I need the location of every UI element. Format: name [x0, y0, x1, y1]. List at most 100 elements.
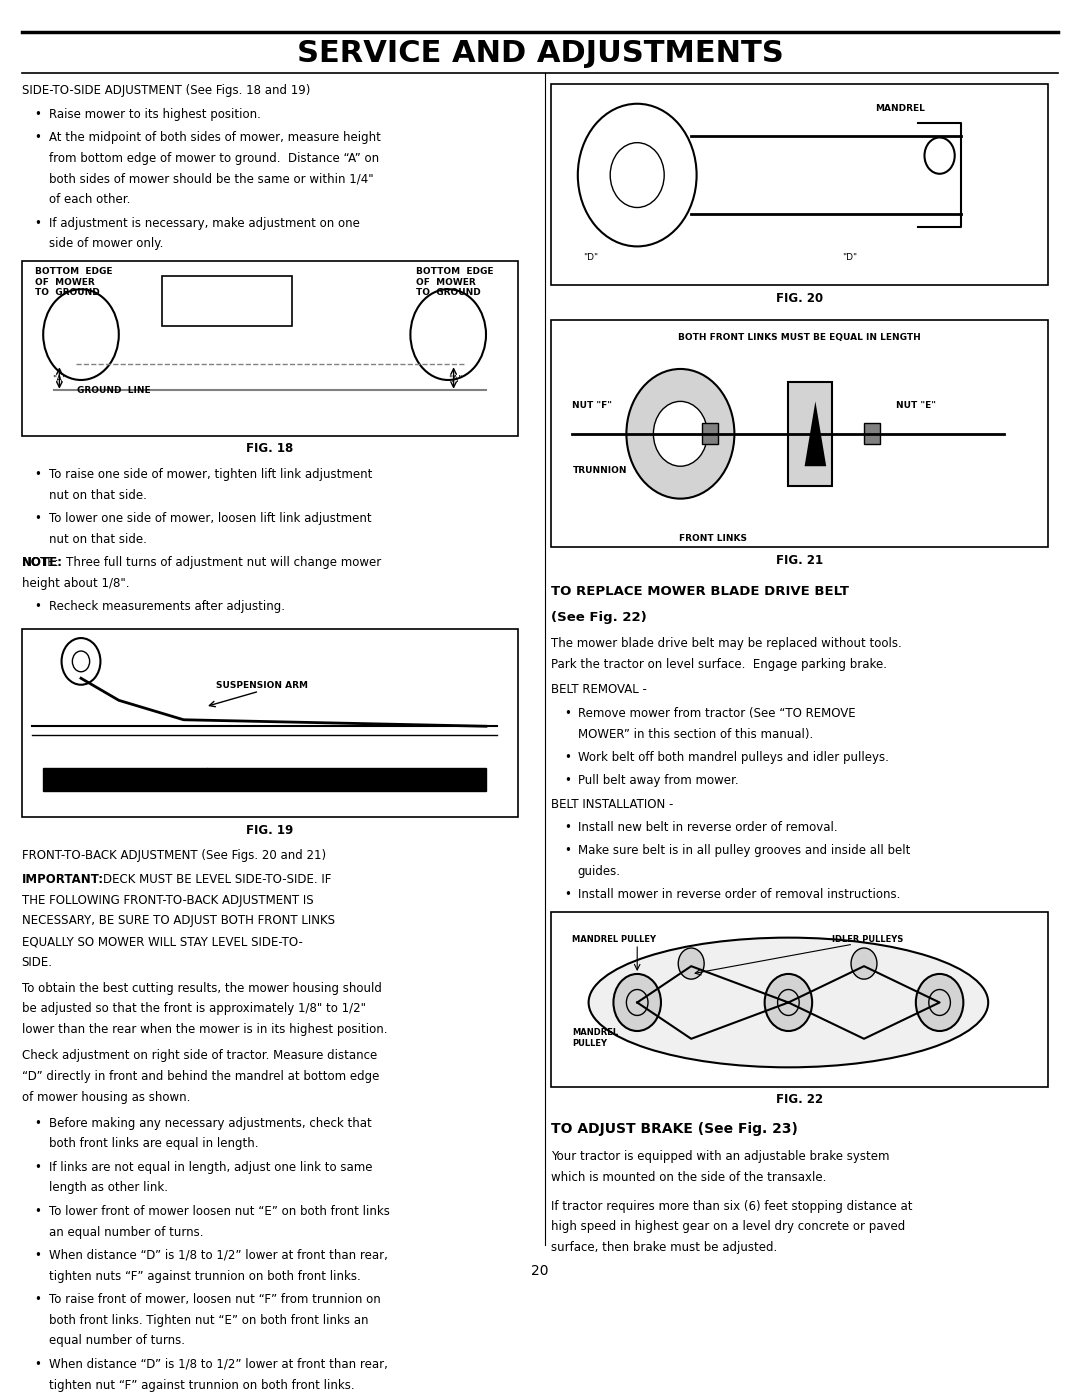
Text: •: • [35, 468, 41, 481]
Bar [551, 912, 1048, 1087]
Polygon shape [788, 381, 832, 486]
Text: side of mower only.: side of mower only. [49, 237, 163, 250]
Text: FRONT-TO-BACK ADJUSTMENT (See Figs. 20 and 21): FRONT-TO-BACK ADJUSTMENT (See Figs. 20 a… [22, 849, 326, 862]
Text: If tractor requires more than six (6) feet stopping distance at: If tractor requires more than six (6) fe… [551, 1200, 913, 1213]
Text: IMPORTANT:: IMPORTANT: [22, 873, 104, 886]
Text: both front links. Tighten nut “E” on both front links an: both front links. Tighten nut “E” on bot… [49, 1313, 368, 1327]
Text: Pull belt away from mower.: Pull belt away from mower. [578, 774, 739, 788]
Circle shape [765, 974, 812, 1031]
Text: NUT "E": NUT "E" [896, 401, 936, 411]
Bar [702, 423, 718, 444]
Text: be adjusted so that the front is approximately 1/8" to 1/2": be adjusted so that the front is approxi… [22, 1003, 366, 1016]
Circle shape [626, 369, 734, 499]
Text: "A": "A" [448, 374, 462, 384]
Text: BOTTOM  EDGE
OF  MOWER
TO  GROUND: BOTTOM EDGE OF MOWER TO GROUND [35, 267, 112, 298]
Text: To obtain the best cutting results, the mower housing should: To obtain the best cutting results, the … [22, 982, 381, 995]
Polygon shape [805, 401, 826, 467]
Text: nut on that side.: nut on that side. [49, 534, 147, 546]
Text: both sides of mower should be the same or within 1/4": both sides of mower should be the same o… [49, 172, 374, 186]
Text: Make sure belt is in all pulley grooves and inside all belt: Make sure belt is in all pulley grooves … [578, 844, 910, 858]
Text: lower than the rear when the mower is in its highest position.: lower than the rear when the mower is in… [22, 1023, 387, 1037]
Text: (See Fig. 22): (See Fig. 22) [551, 610, 647, 624]
Text: Park the tractor on level surface.  Engage parking brake.: Park the tractor on level surface. Engag… [551, 658, 887, 671]
Text: •: • [564, 821, 570, 834]
Text: •: • [35, 1249, 41, 1261]
Text: Work belt off both mandrel pulleys and idler pulleys.: Work belt off both mandrel pulleys and i… [578, 750, 889, 764]
Text: of each other.: of each other. [49, 193, 130, 207]
Text: SERVICE AND ADJUSTMENTS: SERVICE AND ADJUSTMENTS [297, 39, 783, 68]
Text: •: • [35, 131, 41, 144]
Text: TO ADJUST BRAKE (See Fig. 23): TO ADJUST BRAKE (See Fig. 23) [551, 1122, 798, 1136]
Bar [551, 320, 1048, 548]
Text: nut on that side.: nut on that side. [49, 489, 147, 502]
Text: •: • [35, 217, 41, 229]
Text: which is mounted on the side of the transaxle.: which is mounted on the side of the tran… [551, 1171, 826, 1185]
Text: When distance “D” is 1/8 to 1/2” lower at front than rear,: When distance “D” is 1/8 to 1/2” lower a… [49, 1358, 388, 1370]
Text: DECK MUST BE LEVEL SIDE-TO-SIDE. IF: DECK MUST BE LEVEL SIDE-TO-SIDE. IF [103, 873, 330, 886]
Text: 20: 20 [531, 1264, 549, 1278]
Text: •: • [564, 844, 570, 858]
Bar [551, 84, 1048, 285]
Text: •: • [35, 1294, 41, 1306]
Text: Recheck measurements after adjusting.: Recheck measurements after adjusting. [49, 601, 285, 613]
Text: of mower housing as shown.: of mower housing as shown. [22, 1091, 190, 1104]
Text: FIG. 18: FIG. 18 [246, 443, 294, 455]
Text: NECESSARY, BE SURE TO ADJUST BOTH FRONT LINKS: NECESSARY, BE SURE TO ADJUST BOTH FRONT … [22, 914, 335, 928]
Text: Check adjustment on right side of tractor. Measure distance: Check adjustment on right side of tracto… [22, 1049, 377, 1062]
Text: THE FOLLOWING FRONT-TO-BACK ADJUSTMENT IS: THE FOLLOWING FRONT-TO-BACK ADJUSTMENT I… [22, 894, 313, 907]
Text: FRONT LINKS: FRONT LINKS [679, 534, 746, 543]
Text: To lower one side of mower, loosen lift link adjustment: To lower one side of mower, loosen lift … [49, 513, 372, 525]
Bar [43, 768, 486, 791]
Text: To raise front of mower, loosen nut “F” from trunnion on: To raise front of mower, loosen nut “F” … [49, 1294, 380, 1306]
Text: •: • [35, 1358, 41, 1370]
Text: both front links are equal in length.: both front links are equal in length. [49, 1137, 258, 1150]
Text: equal number of turns.: equal number of turns. [49, 1334, 185, 1348]
Circle shape [613, 974, 661, 1031]
Text: Install new belt in reverse order of removal.: Install new belt in reverse order of rem… [578, 821, 837, 834]
Text: "A": "A" [52, 374, 66, 384]
Text: FIG. 20: FIG. 20 [775, 292, 823, 305]
Text: TRUNNION: TRUNNION [572, 467, 626, 475]
Text: GROUND  LINE: GROUND LINE [77, 387, 150, 395]
Text: To raise one side of mower, tighten lift link adjustment: To raise one side of mower, tighten lift… [49, 468, 372, 481]
Text: To lower front of mower loosen nut “E” on both front links: To lower front of mower loosen nut “E” o… [49, 1204, 390, 1218]
Text: TO REPLACE MOWER BLADE DRIVE BELT: TO REPLACE MOWER BLADE DRIVE BELT [551, 585, 849, 598]
Text: NOTE:: NOTE: [22, 556, 63, 570]
Bar [864, 423, 880, 444]
Text: •: • [35, 601, 41, 613]
Text: BOTTOM  EDGE
OF  MOWER
TO  GROUND: BOTTOM EDGE OF MOWER TO GROUND [416, 267, 494, 298]
Text: height about 1/8".: height about 1/8". [22, 577, 130, 590]
Text: NOTE:  Three full turns of adjustment nut will change mower: NOTE: Three full turns of adjustment nut… [22, 556, 381, 570]
Text: Raise mower to its highest position.: Raise mower to its highest position. [49, 108, 260, 120]
Text: •: • [35, 108, 41, 120]
Text: length as other link.: length as other link. [49, 1182, 167, 1194]
Text: •: • [564, 750, 570, 764]
Text: Your tractor is equipped with an adjustable brake system: Your tractor is equipped with an adjusta… [551, 1150, 889, 1164]
Text: tighten nuts “F” against trunnion on both front links.: tighten nuts “F” against trunnion on bot… [49, 1270, 361, 1282]
Text: EQUALLY SO MOWER WILL STAY LEVEL SIDE-TO-: EQUALLY SO MOWER WILL STAY LEVEL SIDE-TO… [22, 935, 302, 949]
Ellipse shape [589, 937, 988, 1067]
Text: If adjustment is necessary, make adjustment on one: If adjustment is necessary, make adjustm… [49, 217, 360, 229]
Text: BOTH FRONT LINKS MUST BE EQUAL IN LENGTH: BOTH FRONT LINKS MUST BE EQUAL IN LENGTH [678, 334, 920, 342]
Text: "D": "D" [583, 253, 598, 261]
Text: from bottom edge of mower to ground.  Distance “A” on: from bottom edge of mower to ground. Dis… [49, 152, 379, 165]
Text: •: • [564, 774, 570, 788]
Circle shape [653, 401, 707, 467]
Circle shape [851, 949, 877, 979]
Text: BELT REMOVAL -: BELT REMOVAL - [551, 683, 647, 697]
Text: At the midpoint of both sides of mower, measure height: At the midpoint of both sides of mower, … [49, 131, 380, 144]
Text: Remove mower from tractor (See “TO REMOVE: Remove mower from tractor (See “TO REMOV… [578, 707, 855, 719]
Text: an equal number of turns.: an equal number of turns. [49, 1225, 203, 1239]
Bar [22, 629, 518, 817]
Text: tighten nut “F” against trunnion on both front links.: tighten nut “F” against trunnion on both… [49, 1379, 354, 1391]
Text: high speed in highest gear on a level dry concrete or paved: high speed in highest gear on a level dr… [551, 1221, 905, 1234]
Text: •: • [35, 1116, 41, 1130]
Text: •: • [35, 1204, 41, 1218]
Text: •: • [564, 888, 570, 901]
Text: guides.: guides. [578, 865, 621, 877]
Bar [22, 261, 518, 436]
Text: IDLER PULLEYS: IDLER PULLEYS [832, 935, 903, 944]
Text: NUT "F": NUT "F" [572, 401, 612, 411]
Text: If links are not equal in length, adjust one link to same: If links are not equal in length, adjust… [49, 1161, 373, 1173]
Text: When distance “D” is 1/8 to 1/2” lower at front than rear,: When distance “D” is 1/8 to 1/2” lower a… [49, 1249, 388, 1261]
